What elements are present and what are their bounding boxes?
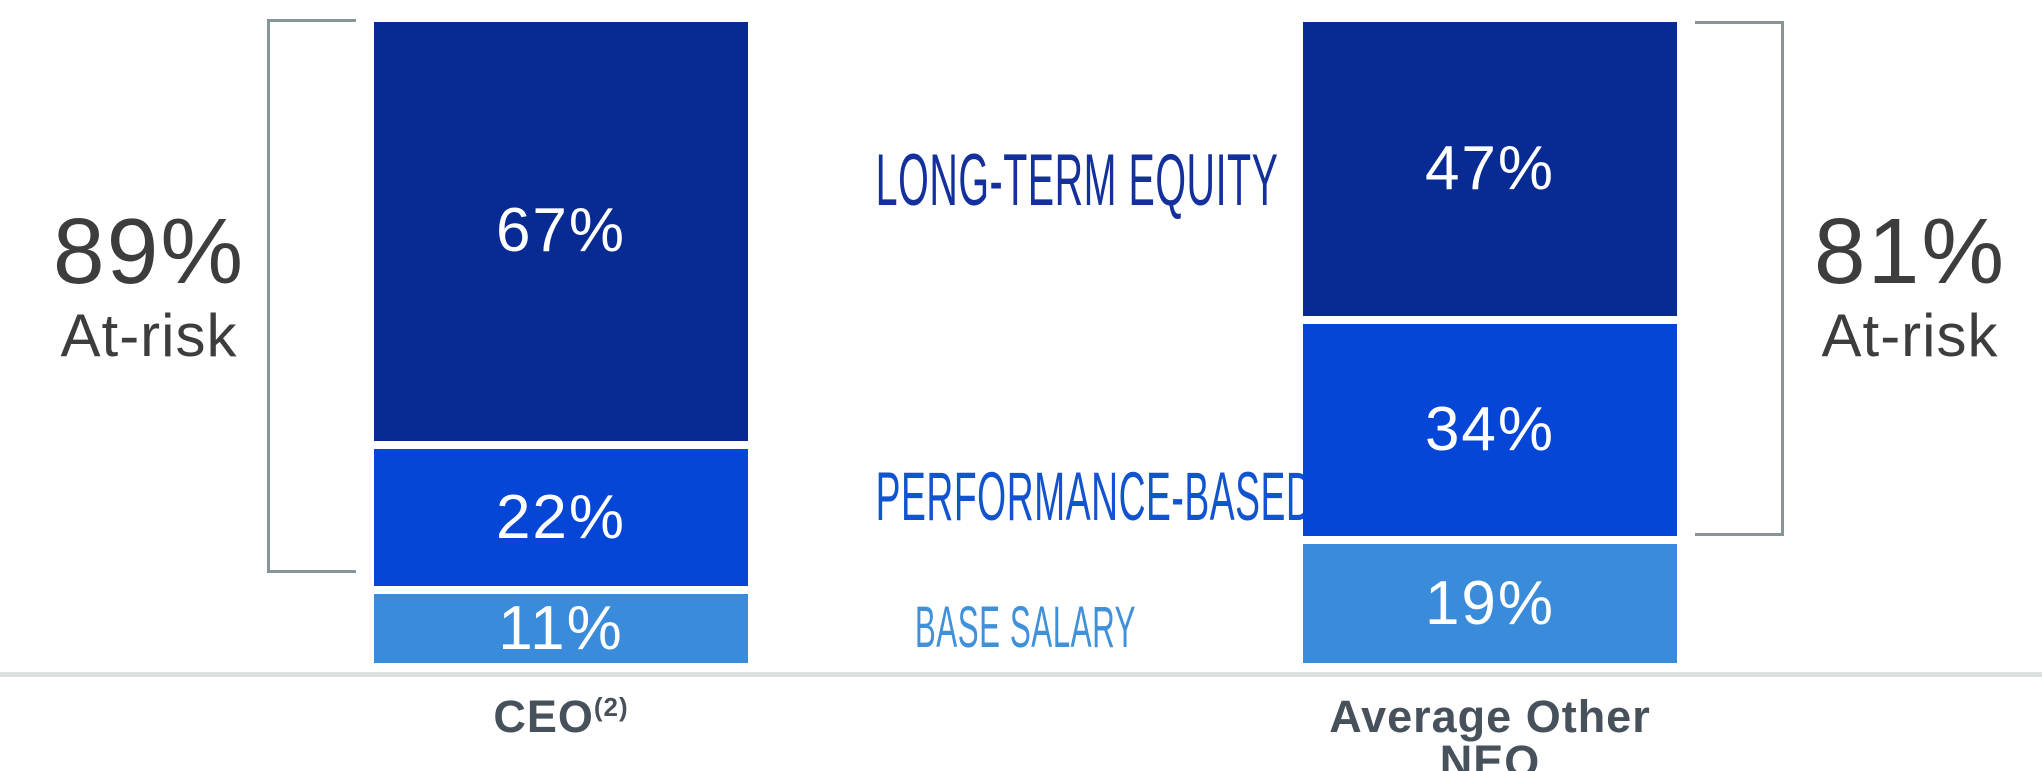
segment-value-label: 47% <box>1424 133 1556 203</box>
category-label-neo: Average Other NEO <box>1329 691 1651 771</box>
legend-long-term-equity: LONG-TERM EQUITY <box>875 140 1279 221</box>
at-risk-label-neo: At-risk <box>1821 302 1999 369</box>
segment-neo-performance-based-cash: 34% <box>1303 323 1677 537</box>
category-label-ceo-footnote: (2) <box>593 692 629 722</box>
segment-neo-long-term-equity: 47% <box>1303 22 1677 316</box>
category-label-ceo-text: CEO <box>493 691 594 742</box>
bar-average-other-neo: 47% 34% 19% <box>1303 22 1677 663</box>
at-risk-bracket-neo <box>1695 21 1784 536</box>
category-label-ceo: CEO(2) <box>374 694 748 739</box>
segment-value-label: 19% <box>1424 568 1556 638</box>
axis-baseline <box>0 672 2042 677</box>
bar-ceo: 67% 22% 11% <box>374 22 748 663</box>
segment-value-label: 22% <box>495 482 627 552</box>
at-risk-value-ceo: 89% <box>52 199 246 303</box>
at-risk-bracket-ceo <box>267 19 356 573</box>
segment-neo-base-salary: 19% <box>1303 544 1677 663</box>
legend-base-salary: BASE SALARY <box>914 595 1137 660</box>
segment-value-label: 11% <box>498 593 624 663</box>
at-risk-annotation-ceo: 89% At-risk <box>19 205 279 366</box>
segment-value-label: 67% <box>495 196 627 266</box>
at-risk-value-neo: 81% <box>1813 199 2007 303</box>
at-risk-annotation-neo: 81% At-risk <box>1780 205 2040 366</box>
at-risk-label-ceo: At-risk <box>60 302 238 369</box>
segment-value-label: 34% <box>1424 395 1556 464</box>
segment-ceo-performance-based-cash: 22% <box>374 448 748 587</box>
segment-ceo-long-term-equity: 67% <box>374 22 748 441</box>
segment-ceo-base-salary: 11% <box>374 594 748 663</box>
legend-performance-based-cash: PERFORMANCE-BASED CASH <box>875 458 1430 535</box>
